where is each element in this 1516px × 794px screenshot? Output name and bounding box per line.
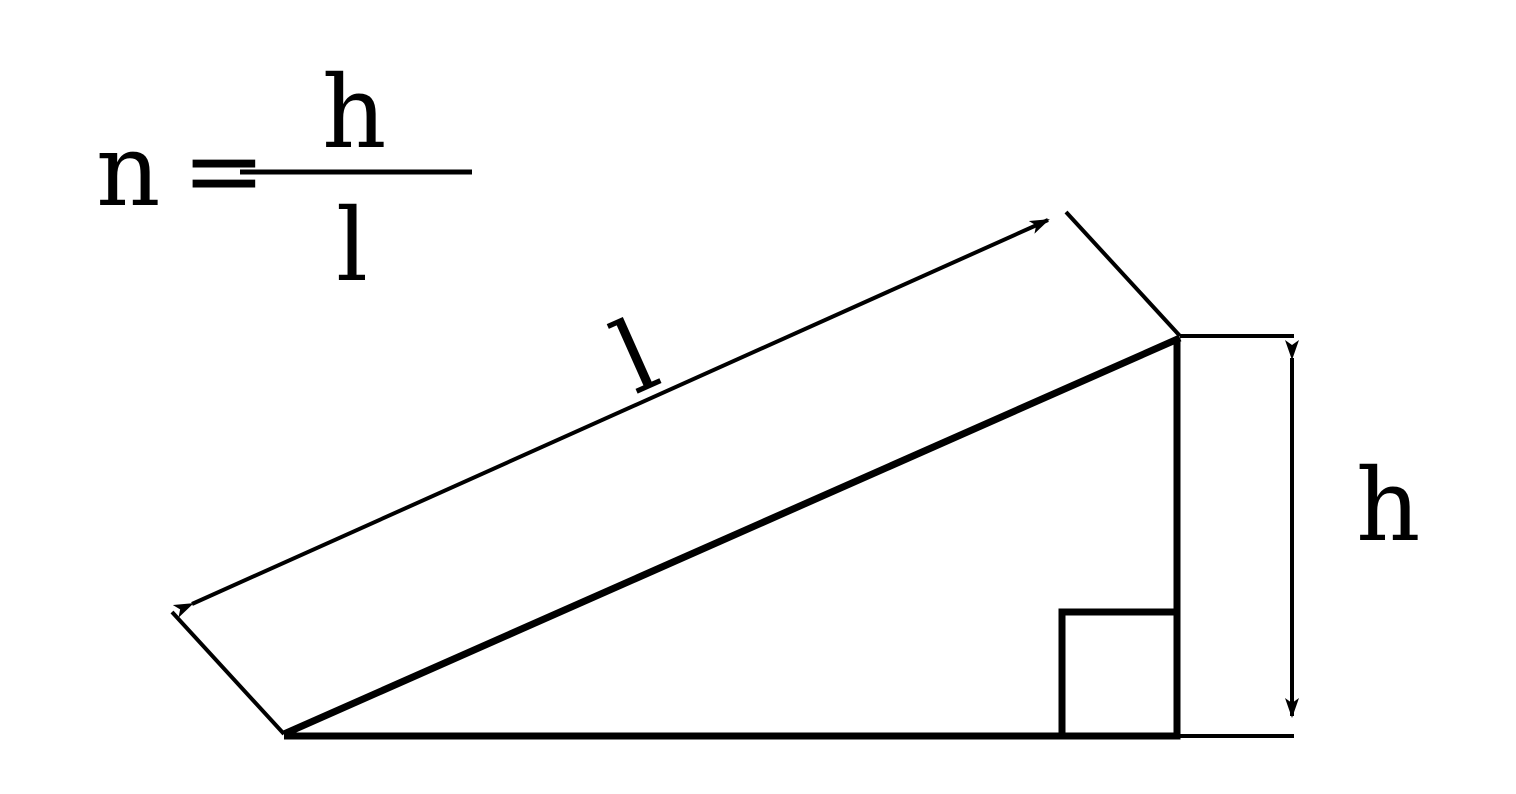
right-angle-marker [1058, 608, 1181, 740]
length-extension-bottom [170, 610, 286, 736]
length-dimension: l [170, 210, 1182, 736]
formula-denominator: l [336, 187, 368, 304]
length-label: l [597, 297, 674, 417]
length-dimension-arrow [172, 218, 1050, 618]
ramp-hypotenuse [282, 334, 1182, 738]
formula-numerator: h [322, 54, 386, 171]
height-label: h [1356, 447, 1420, 564]
slope-formula: n = h l [96, 54, 472, 304]
height-dimension: h [1180, 334, 1420, 738]
length-extension-top [1064, 210, 1182, 338]
formula-lhs: n [96, 112, 160, 229]
ramp-triangle [282, 334, 1182, 740]
